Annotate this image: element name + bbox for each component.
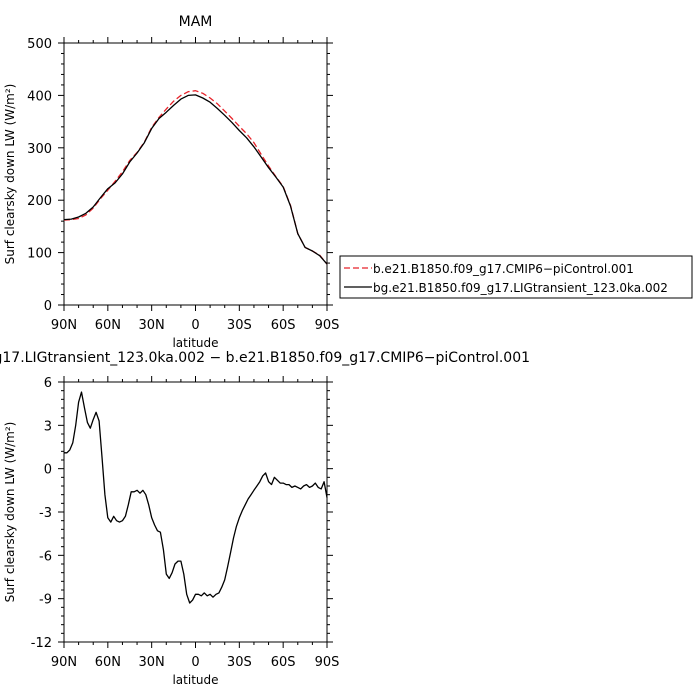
y-tick-label: -9 [39,593,52,608]
x-tick-label: 60S [271,318,296,333]
y-axis-label: Surf clearsky down LW (W/m²) [3,422,17,603]
plot-frame [63,381,328,643]
top-panel: MAM 0 100 200 300 400 500 90N 60N 30N 0 30S 60S 90S la… [3,14,339,350]
y-tick-label: 400 [27,89,52,104]
legend-label-1: b.e21.B1850.f09_g17.CMIP6−piControl.001 [373,262,634,276]
y-tick-label: 6 [44,376,52,391]
x-tick-label: 60S [271,655,296,670]
x-tick-label: 90S [315,318,340,333]
plot-frame [63,42,328,306]
legend: b.e21.B1850.f09_g17.CMIP6−piControl.001b… [339,255,693,299]
x-tick-label: 30S [227,318,252,333]
series-line-2 [63,94,328,265]
y-tick-label: 100 [27,247,52,262]
y-tick-label: -3 [39,506,52,521]
x-tick-label: 60N [95,655,121,670]
y-tick-label: 200 [27,194,52,209]
y-tick-label: 300 [27,142,52,157]
legend-box [339,255,693,299]
x-tick-label: 0 [191,318,199,333]
bottom-panel: bg.e21.B1850.f09_g17.LIGtransient_123.0k… [0,350,530,687]
series-line-1 [63,90,328,265]
x-tick-label: 30N [139,318,165,333]
x-tick-label: 30S [227,655,252,670]
x-tick-label: 0 [191,655,199,670]
y-tick-label: 500 [27,37,52,52]
chart-title: bg.e21.B1850.f09_g17.LIGtransient_123.0k… [0,350,530,366]
series-line-1 [64,391,328,604]
y-tick-label: 0 [44,299,52,314]
x-tick-label: 60N [95,318,121,333]
y-axis-label: Surf clearsky down LW (W/m²) [3,84,17,265]
y-tick-label: 0 [44,463,52,478]
y-tick-label: -6 [39,549,52,564]
x-axis-label: latitude [172,336,218,350]
y-tick-label: -12 [31,636,52,651]
x-tick-label: 90S [315,655,340,670]
x-tick-label: 90N [51,318,77,333]
y-tick-label: 3 [44,419,52,434]
legend-label-2: bg.e21.B1850.f09_g17.LIGtransient_123.0k… [373,281,668,295]
x-axis-label: latitude [172,673,218,687]
x-tick-label: 90N [51,655,77,670]
x-tick-label: 30N [139,655,165,670]
chart-title: MAM [179,14,213,30]
